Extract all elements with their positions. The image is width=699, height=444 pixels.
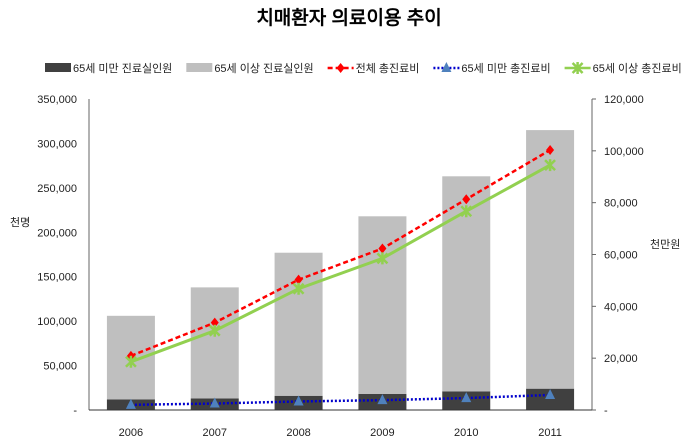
y2-tick-label: 120,000 [604,94,644,106]
y2-tick-label: 80,000 [604,198,638,210]
data-point-star [460,205,473,218]
y-tick-label: 150,000 [37,272,77,284]
y2-axis-label: 천만원 [650,237,680,251]
line-series-0 [130,148,551,357]
y-axis-label: 천명 [10,215,30,229]
line-series-1 [130,393,551,407]
x-tick-label: 2009 [370,427,394,439]
legend-label: 65세 이상 진료실인원 [214,62,313,75]
y-tick-label: 300,000 [37,138,77,150]
data-point-star [376,252,389,265]
legend-label: 65세 이상 총진료비 [593,62,682,75]
x-tick-label: 2011 [538,427,562,439]
data-point-triangle [293,395,304,406]
legend-label: 전체 총진료비 [356,62,420,75]
data-point-triangle [461,392,472,403]
data-point-triangle [377,394,388,405]
data-point-star [208,324,221,337]
data-point-diamond [462,194,471,205]
legend-marker [441,62,452,72]
x-tick-label: 2010 [454,427,478,439]
y2-tick-label: 40,000 [604,301,638,313]
y-tick-label: - [73,405,77,417]
y2-tick-label: - [604,405,608,417]
data-point-star [544,159,556,172]
x-tick-label: 2008 [286,427,310,439]
y2-tick-label: 20,000 [604,353,638,365]
legend-swatch [186,63,213,72]
legend-label: 65세 미만 진료실인원 [73,62,172,75]
line-series-2 [130,163,551,364]
x-tick-label: 2006 [119,427,143,439]
data-point-diamond [546,145,555,156]
legend-swatch [45,63,71,72]
y2-tick-label: 60,000 [604,250,638,262]
bar-over65 [358,216,407,395]
data-point-star [292,282,305,295]
legend-marker [571,62,584,74]
y-tick-label: 100,000 [37,316,77,328]
data-point-diamond [210,317,219,328]
data-point-triangle [545,388,556,399]
bar-over65 [190,287,239,399]
data-point-diamond [294,274,303,285]
y-tick-label: 50,000 [43,361,77,373]
legend: 65세 미만 진료실인원 65세 이상 진료실인원 전체 총진료비 65세 미만 총진… [45,62,682,75]
chart-title: 치매환자 의료이용 추이 [256,7,441,29]
x-tick-label: 2007 [203,427,227,439]
y2-tick-label: 100,000 [604,146,644,158]
y-tick-label: 250,000 [37,183,77,195]
legend-marker [336,63,345,73]
data-point-triangle [125,398,136,409]
data-point-star [125,355,137,368]
y-tick-label: 350,000 [37,94,77,106]
legend-label: 65세 미만 총진료비 [461,62,550,75]
bar-under65 [526,388,575,410]
data-point-triangle [209,397,220,408]
y-tick-label: 200,000 [37,227,77,239]
data-point-diamond [378,243,387,254]
